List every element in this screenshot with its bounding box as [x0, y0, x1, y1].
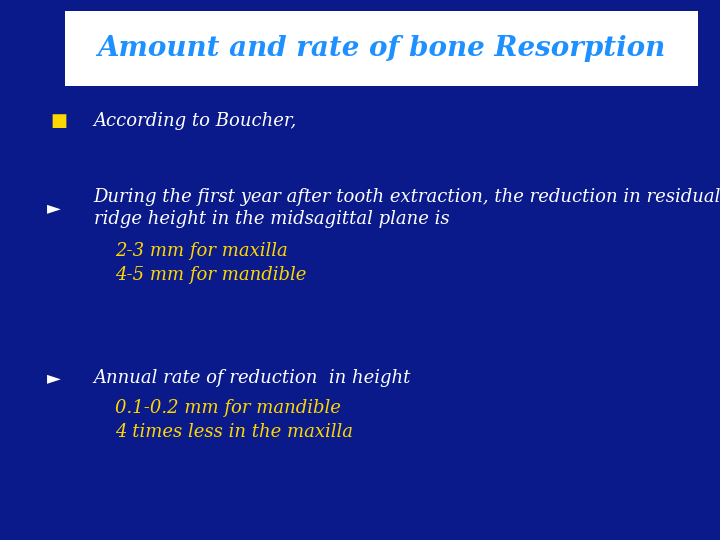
Text: According to Boucher,: According to Boucher,: [94, 112, 297, 131]
Text: 0.1-0.2 mm for mandible: 0.1-0.2 mm for mandible: [115, 399, 341, 417]
FancyBboxPatch shape: [65, 11, 698, 86]
Text: During the first year after tooth extraction, the reduction in residual: During the first year after tooth extrac…: [94, 188, 720, 206]
Text: Annual rate of reduction  in height: Annual rate of reduction in height: [94, 369, 411, 387]
Text: ■: ■: [50, 112, 68, 131]
Text: 4 times less in the maxilla: 4 times less in the maxilla: [115, 423, 354, 441]
Text: 2-3 mm for maxilla: 2-3 mm for maxilla: [115, 242, 288, 260]
Text: ►: ►: [47, 369, 60, 387]
Text: Amount and rate of bone Resorption: Amount and rate of bone Resorption: [97, 35, 666, 62]
Text: 4-5 mm for mandible: 4-5 mm for mandible: [115, 266, 307, 285]
Text: ►: ►: [47, 199, 60, 217]
Text: ridge height in the midsagittal plane is: ridge height in the midsagittal plane is: [94, 210, 449, 228]
